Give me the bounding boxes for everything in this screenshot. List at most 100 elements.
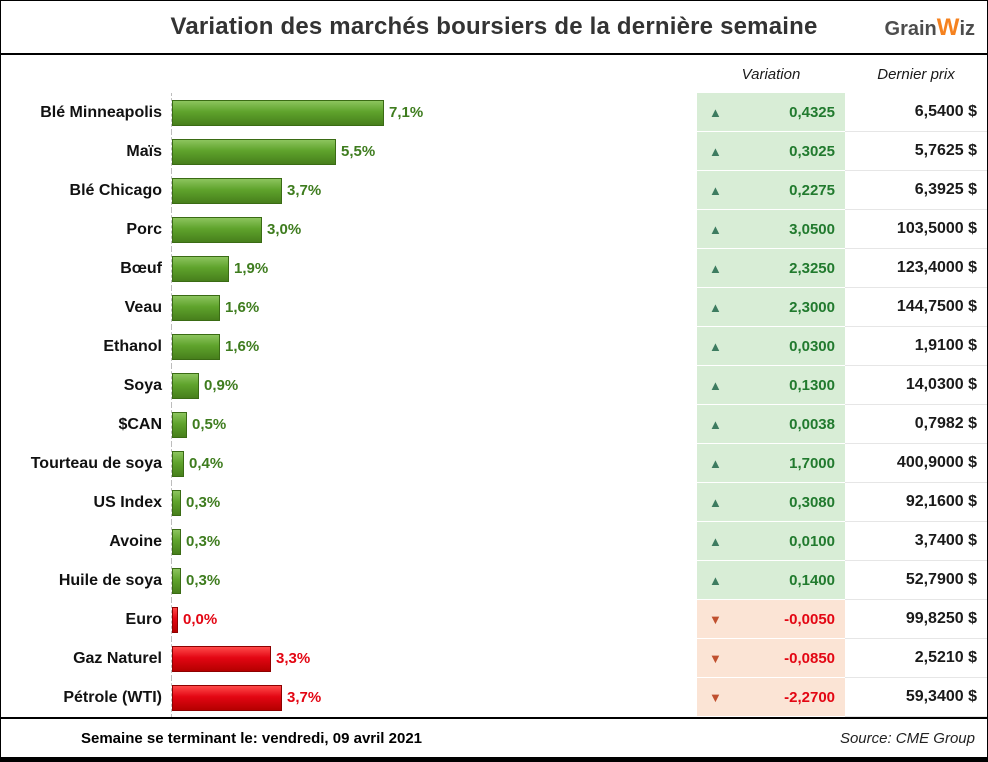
market-table: Variation Dernier prix Blé Minneapolis 7… (1, 55, 987, 717)
variation-bar (172, 606, 178, 633)
last-price-value: 59,3400 $ (845, 678, 987, 717)
up-arrow-icon: ▲ (709, 143, 722, 159)
variation-value: 2,3250 (789, 259, 835, 277)
row-label: Soya (123, 376, 162, 394)
variation-bar (172, 99, 384, 126)
variation-value: 0,3025 (789, 142, 835, 160)
bar-zone: 0,9% (171, 366, 697, 405)
row-label: Pétrole (WTI) (63, 688, 162, 706)
row-label: $CAN (118, 415, 162, 433)
bar-zone: 0,3% (171, 561, 697, 600)
variation-value: 2,3000 (789, 298, 835, 316)
row-label: Huile de soya (58, 571, 162, 589)
variation-bar (172, 645, 271, 672)
column-header-variation: Variation (741, 65, 801, 83)
up-arrow-icon: ▲ (709, 533, 722, 549)
row-label: Euro (125, 610, 162, 628)
bar-zone: 1,6% (171, 288, 697, 327)
bar-zone: 0,3% (171, 483, 697, 522)
bar-percent-label: 0,4% (189, 455, 224, 472)
bar-zone: 5,5% (171, 132, 697, 171)
up-arrow-icon: ▲ (709, 299, 722, 315)
table-row: Soya 0,9% ▲ 0,1300 14,0300 $ (1, 366, 987, 405)
table-row: Maïs 5,5% ▲ 0,3025 5,7625 $ (1, 132, 987, 171)
page-title: Variation des marchés boursiers de la de… (170, 13, 818, 40)
rows: Blé Minneapolis 7,1% ▲ 0,4325 6,5400 $ M… (1, 93, 987, 717)
down-arrow-icon: ▼ (709, 689, 722, 705)
last-price-value: 6,5400 $ (845, 93, 987, 132)
variation-cell: ▲ 0,0038 (697, 405, 845, 444)
bar-percent-label: 1,6% (225, 338, 260, 355)
week-ending-label: Semaine se terminant le: vendredi, 09 av… (81, 729, 423, 747)
up-arrow-icon: ▲ (709, 104, 722, 120)
table-row: $CAN 0,5% ▲ 0,0038 0,7982 $ (1, 405, 987, 444)
footer: Semaine se terminant le: vendredi, 09 av… (1, 717, 987, 757)
variation-cell: ▼ -0,0050 (697, 600, 845, 639)
bar-percent-label: 0,3% (186, 572, 221, 589)
variation-bar (172, 138, 336, 165)
variation-cell: ▼ -2,2700 (697, 678, 845, 717)
up-arrow-icon: ▲ (709, 338, 722, 354)
table-row: Ethanol 1,6% ▲ 0,0300 1,9100 $ (1, 327, 987, 366)
table-row: Blé Chicago 3,7% ▲ 0,2275 6,3925 $ (1, 171, 987, 210)
variation-cell: ▲ 0,4325 (697, 93, 845, 132)
bar-zone: 1,6% (171, 327, 697, 366)
table-row: Euro 0,0% ▼ -0,0050 99,8250 $ (1, 600, 987, 639)
table-row: Pétrole (WTI) 3,7% ▼ -2,2700 59,3400 $ (1, 678, 987, 717)
variation-cell: ▲ 2,3000 (697, 288, 845, 327)
bar-percent-label: 3,7% (287, 689, 322, 706)
bar-percent-label: 1,6% (225, 299, 260, 316)
row-label: Blé Minneapolis (40, 103, 162, 121)
last-price-value: 99,8250 $ (845, 600, 987, 639)
column-headers: Variation Dernier prix (1, 55, 987, 93)
bar-percent-label: 0,3% (186, 533, 221, 550)
last-price-value: 0,7982 $ (845, 405, 987, 444)
bar-zone: 0,5% (171, 405, 697, 444)
variation-bar (172, 372, 199, 399)
variation-bar (172, 684, 282, 711)
down-arrow-icon: ▼ (709, 611, 722, 627)
bar-zone: 3,7% (171, 678, 697, 717)
variation-value: 0,0100 (789, 532, 835, 550)
last-price-value: 5,7625 $ (845, 132, 987, 171)
bar-percent-label: 1,9% (234, 260, 269, 277)
row-label: Ethanol (103, 337, 162, 355)
variation-value: 0,3080 (789, 493, 835, 511)
variation-value: 0,1300 (789, 376, 835, 394)
last-price-value: 2,5210 $ (845, 639, 987, 678)
title-bar: Variation des marchés boursiers de la de… (1, 1, 987, 55)
row-label: US Index (93, 493, 162, 511)
bar-percent-label: 5,5% (341, 143, 376, 160)
variation-bar (172, 333, 220, 360)
variation-value: 3,0500 (789, 220, 835, 238)
row-label: Porc (126, 220, 162, 238)
variation-bar (172, 255, 229, 282)
bar-zone: 0,0% (171, 600, 697, 639)
up-arrow-icon: ▲ (709, 455, 722, 471)
variation-value: 0,4325 (789, 103, 835, 121)
table-row: Avoine 0,3% ▲ 0,0100 3,7400 $ (1, 522, 987, 561)
variation-cell: ▲ 0,2275 (697, 171, 845, 210)
variation-value: 0,2275 (789, 181, 835, 199)
variation-cell: ▲ 3,0500 (697, 210, 845, 249)
table-row: Blé Minneapolis 7,1% ▲ 0,4325 6,5400 $ (1, 93, 987, 132)
row-label: Bœuf (120, 259, 162, 277)
table-row: Huile de soya 0,3% ▲ 0,1400 52,7900 $ (1, 561, 987, 600)
last-price-value: 400,9000 $ (845, 444, 987, 483)
variation-value: 1,7000 (789, 454, 835, 472)
last-price-value: 1,9100 $ (845, 327, 987, 366)
variation-cell: ▲ 0,0100 (697, 522, 845, 561)
up-arrow-icon: ▲ (709, 572, 722, 588)
variation-bar (172, 411, 187, 438)
variation-value: -2,2700 (784, 688, 835, 706)
variation-cell: ▲ 2,3250 (697, 249, 845, 288)
bar-percent-label: 3,3% (276, 650, 311, 667)
variation-value: 0,1400 (789, 571, 835, 589)
last-price-value: 123,4000 $ (845, 249, 987, 288)
row-label: Blé Chicago (69, 181, 162, 199)
last-price-value: 103,5000 $ (845, 210, 987, 249)
last-price-value: 144,7500 $ (845, 288, 987, 327)
column-header-last-price: Dernier prix (877, 65, 955, 83)
bar-zone: 0,4% (171, 444, 697, 483)
last-price-value: 52,7900 $ (845, 561, 987, 600)
